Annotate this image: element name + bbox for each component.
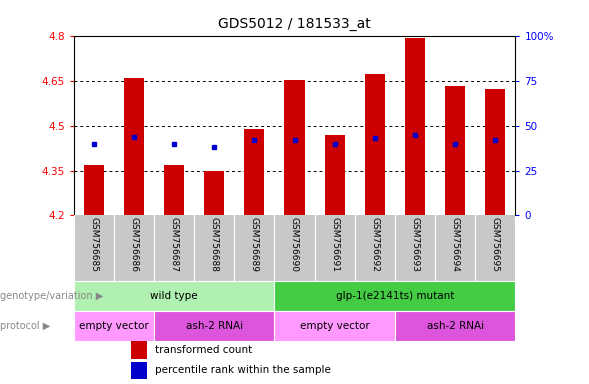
Text: transformed count: transformed count [155, 345, 253, 355]
Bar [74, 311, 154, 341]
Bar [84, 165, 104, 215]
Bar [445, 86, 465, 215]
Bar [74, 281, 274, 311]
Text: GSM756693: GSM756693 [411, 217, 419, 272]
Text: empty vector: empty vector [300, 321, 369, 331]
Bar [274, 311, 395, 341]
Bar [365, 74, 385, 215]
Text: glp-1(e2141ts) mutant: glp-1(e2141ts) mutant [336, 291, 454, 301]
Bar [124, 78, 144, 215]
Text: ash-2 RNAi: ash-2 RNAi [186, 321, 243, 331]
Text: GDS5012 / 181533_at: GDS5012 / 181533_at [218, 17, 371, 31]
Text: GSM756688: GSM756688 [210, 217, 219, 272]
Bar [164, 165, 184, 215]
Text: GSM756686: GSM756686 [130, 217, 138, 272]
Text: percentile rank within the sample: percentile rank within the sample [155, 366, 331, 376]
Text: GSM756690: GSM756690 [290, 217, 299, 272]
Text: GSM756695: GSM756695 [491, 217, 500, 272]
Bar [244, 129, 264, 215]
Bar [325, 135, 345, 215]
Text: GSM756691: GSM756691 [330, 217, 339, 272]
Bar [154, 311, 274, 341]
Text: GSM756692: GSM756692 [370, 217, 379, 272]
Text: ash-2 RNAi: ash-2 RNAi [426, 321, 484, 331]
Bar [274, 281, 515, 311]
Text: GSM756687: GSM756687 [170, 217, 178, 272]
Bar [284, 79, 305, 215]
Bar [131, 362, 147, 379]
Bar [204, 170, 224, 215]
Text: empty vector: empty vector [79, 321, 148, 331]
Text: GSM756694: GSM756694 [451, 217, 459, 272]
Text: GSM756685: GSM756685 [89, 217, 98, 272]
Bar [405, 38, 425, 215]
Bar [485, 89, 505, 215]
Bar [395, 311, 515, 341]
Text: protocol ▶: protocol ▶ [0, 321, 50, 331]
Text: wild type: wild type [150, 291, 198, 301]
Text: genotype/variation ▶: genotype/variation ▶ [0, 291, 103, 301]
Text: GSM756689: GSM756689 [250, 217, 259, 272]
Bar [131, 341, 147, 359]
